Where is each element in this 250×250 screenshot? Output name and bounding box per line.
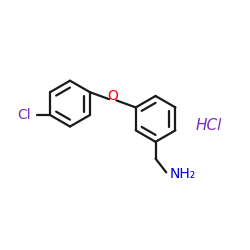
Text: Cl: Cl [18,108,31,122]
Text: HCl: HCl [196,118,222,132]
Text: NH₂: NH₂ [170,167,196,181]
Text: O: O [107,89,118,103]
